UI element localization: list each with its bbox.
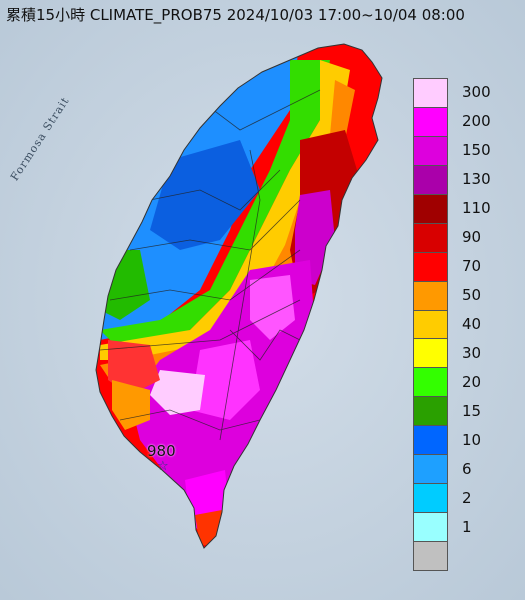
legend-swatch — [413, 425, 448, 456]
legend-swatch — [413, 541, 448, 571]
legend-swatch — [413, 309, 448, 340]
legend-swatch — [413, 193, 448, 224]
legend-swatch — [413, 222, 448, 253]
legend-label: 10 — [462, 430, 482, 449]
max-rainfall-star-icon: ☆ — [157, 459, 169, 474]
legend-label: 2 — [462, 488, 472, 507]
legend-label: 50 — [462, 286, 482, 305]
legend-label: 6 — [462, 459, 472, 478]
legend-swatch — [413, 78, 448, 108]
legend-label: 90 — [462, 228, 482, 247]
legend-label: 20 — [462, 372, 482, 391]
legend-label: 15 — [462, 401, 482, 420]
legend-swatch — [413, 396, 448, 427]
legend-label: 200 — [462, 112, 491, 131]
legend-swatch — [413, 251, 448, 282]
legend-label: 70 — [462, 257, 482, 276]
max-rainfall-value: 980 — [147, 442, 176, 460]
legend-label: 30 — [462, 343, 482, 362]
legend-swatch — [413, 512, 448, 543]
legend-label: 300 — [462, 83, 491, 102]
legend-label: 150 — [462, 141, 491, 160]
map-title: 累積15小時 CLIMATE_PROB75 2024/10/03 17:00~1… — [6, 6, 465, 24]
legend-swatch — [413, 164, 448, 195]
legend-label: 40 — [462, 315, 482, 333]
legend-swatch — [413, 338, 448, 369]
legend-swatch — [413, 106, 448, 137]
legend-label: 110 — [462, 199, 491, 218]
legend-swatch — [413, 454, 448, 485]
legend-swatch — [413, 135, 448, 166]
legend-swatch — [413, 483, 448, 514]
legend-swatch — [413, 280, 448, 311]
legend-label: 130 — [462, 170, 491, 189]
color-legend — [413, 78, 448, 571]
legend-label: 1 — [462, 517, 472, 536]
legend-swatch — [413, 367, 448, 398]
